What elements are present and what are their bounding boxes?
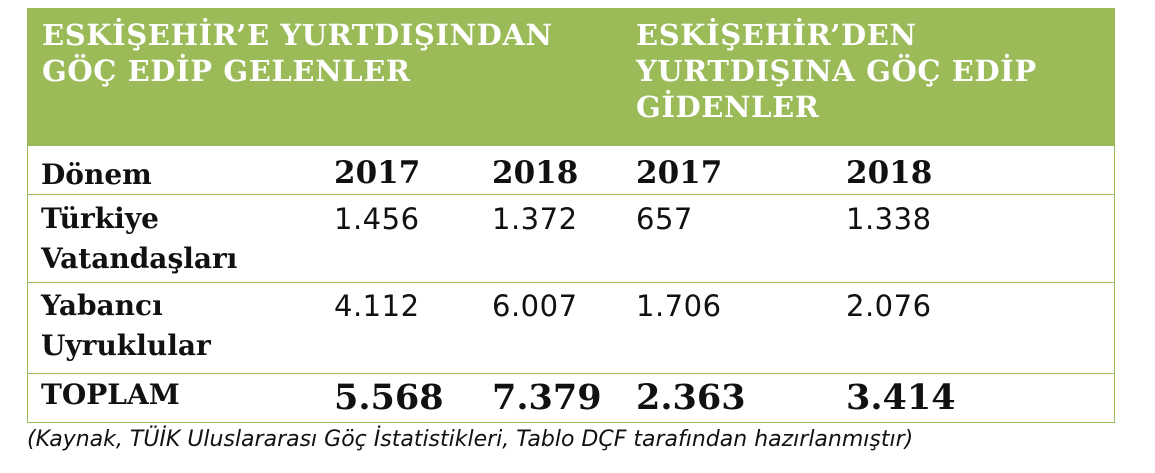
row-divider: [28, 373, 1114, 374]
total-out-2017: 2.363: [636, 377, 746, 418]
period-label: Dönem: [41, 158, 152, 191]
header-immigrants-title: ESKİŞEHİR’E YURTDIŞINDAN GÖÇ EDİP GELENL…: [42, 18, 553, 88]
foreigners-in-2018: 6.007: [492, 289, 578, 323]
foreigners-out-2017: 1.706: [636, 289, 722, 323]
row-divider: [28, 282, 1114, 283]
year-header-out-2018: 2018: [846, 155, 933, 191]
header-emigrants-title: ESKİŞEHİR’DEN YURTDIŞINA GÖÇ EDİP GİDENL…: [636, 18, 1037, 124]
total-in-2018: 7.379: [492, 377, 602, 418]
year-header-in-2017: 2017: [334, 155, 421, 191]
table-header: ESKİŞEHİR’E YURTDIŞINDAN GÖÇ EDİP GELENL…: [28, 9, 1114, 146]
citizens-in-2017: 1.456: [334, 202, 420, 236]
total-label: TOPLAM: [41, 378, 180, 411]
total-in-2017: 5.568: [334, 377, 444, 418]
year-header-out-2017: 2017: [636, 155, 723, 191]
total-out-2018: 3.414: [846, 377, 956, 418]
foreigners-in-2017: 4.112: [334, 289, 420, 323]
citizens-out-2017: 657: [636, 202, 693, 236]
citizens-out-2018: 1.338: [846, 202, 932, 236]
migration-table: ESKİŞEHİR’E YURTDIŞINDAN GÖÇ EDİP GELENL…: [27, 8, 1115, 423]
citizens-in-2018: 1.372: [492, 202, 578, 236]
row-divider: [28, 194, 1114, 195]
row-label-citizens: Türkiye Vatandaşları: [41, 202, 238, 275]
year-header-in-2018: 2018: [492, 155, 579, 191]
source-caption: (Kaynak, TÜİK Uluslararası Göç İstatisti…: [27, 427, 914, 452]
foreigners-out-2018: 2.076: [846, 289, 932, 323]
row-label-foreigners: Yabancı Uyruklular: [41, 289, 211, 362]
